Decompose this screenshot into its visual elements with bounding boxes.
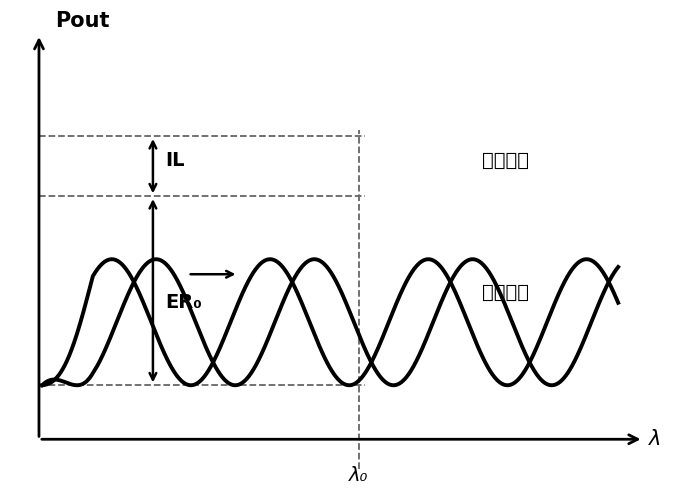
Text: 初始谱线: 初始谱线 bbox=[482, 283, 529, 302]
Text: λ₀: λ₀ bbox=[349, 466, 368, 485]
Text: ER₀: ER₀ bbox=[166, 293, 203, 312]
Text: IL: IL bbox=[166, 151, 185, 170]
Text: Pout: Pout bbox=[55, 11, 109, 31]
Text: λ: λ bbox=[649, 429, 661, 449]
Text: 漂移谱线: 漂移谱线 bbox=[482, 151, 529, 170]
